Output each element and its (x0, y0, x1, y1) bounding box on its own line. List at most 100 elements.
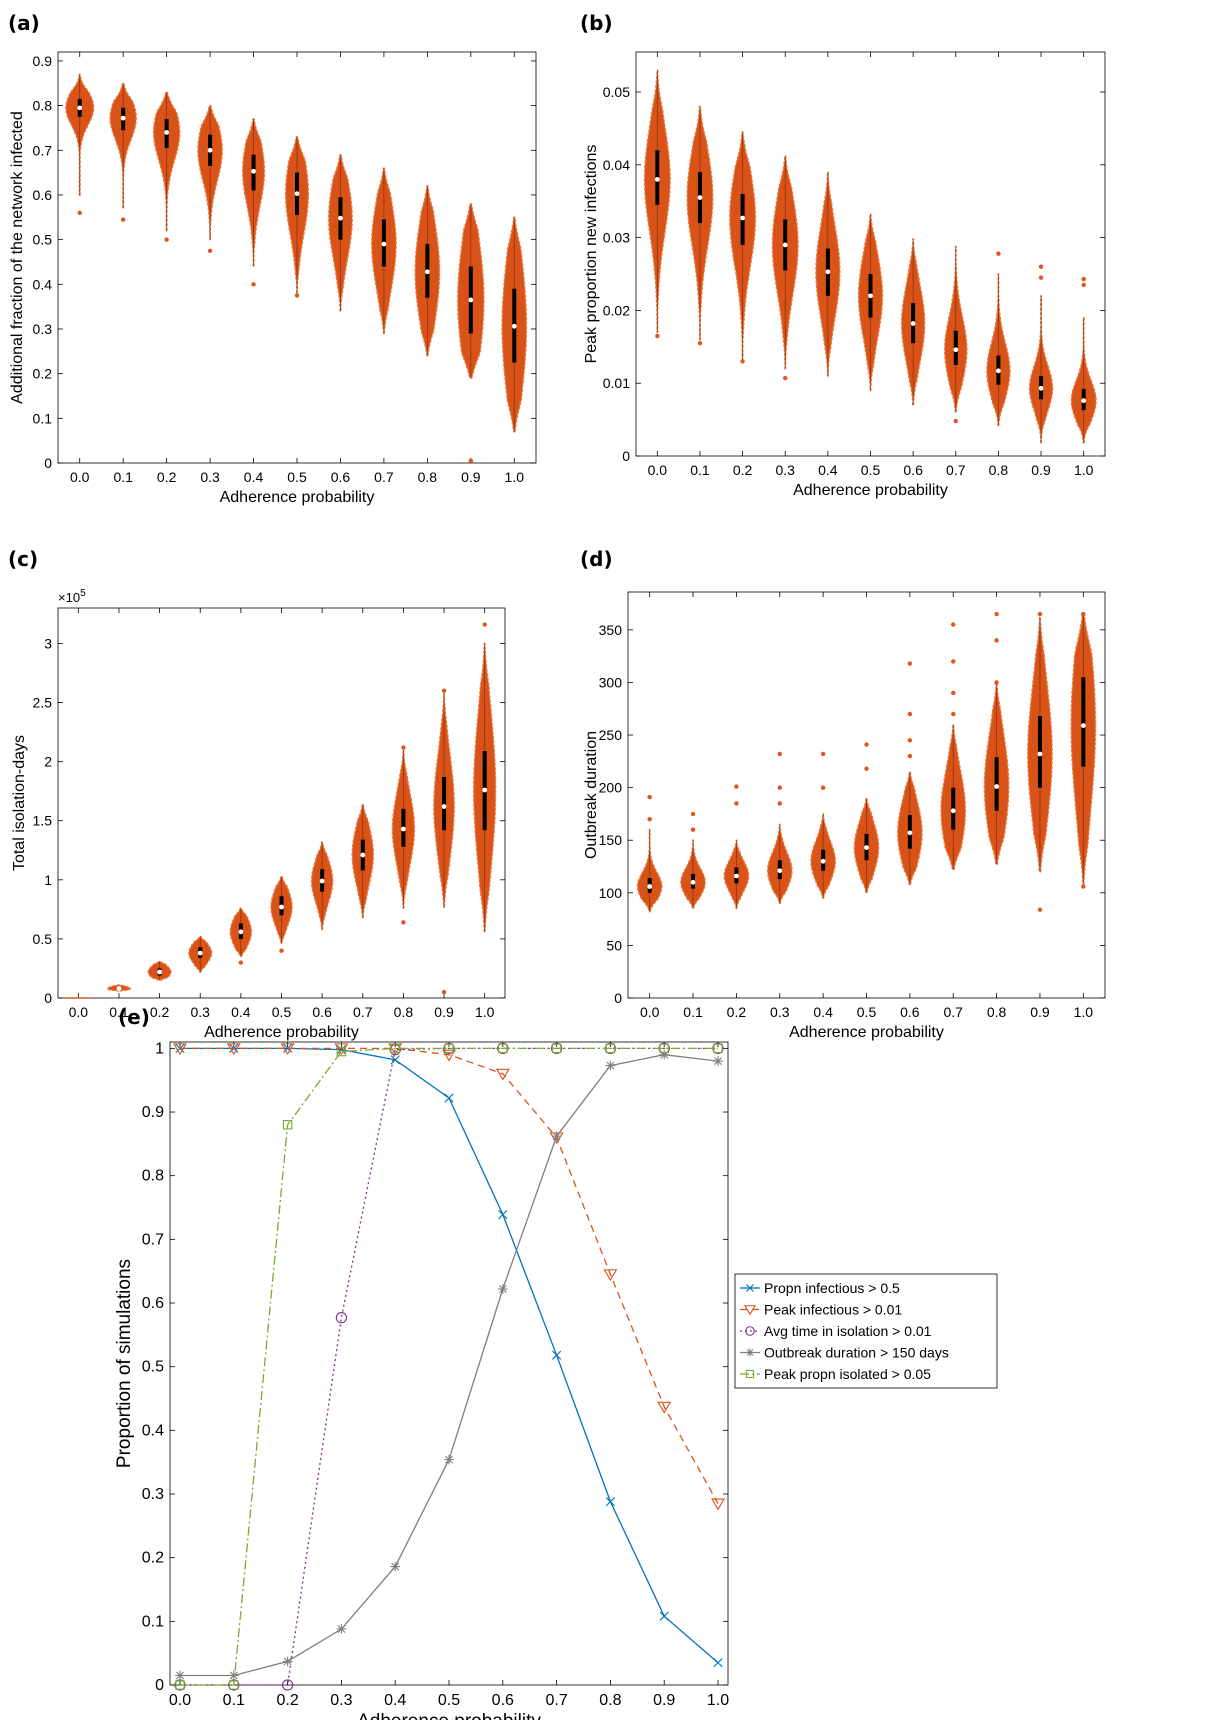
outlier-point (907, 661, 913, 666)
y-tick-label-d: 150 (599, 832, 623, 848)
violin-d-10 (1070, 611, 1097, 889)
violin-b-0 (643, 69, 671, 339)
series-4 (175, 1043, 723, 1690)
x-tick-label-c: 0.8 (394, 1004, 414, 1020)
outlier-point (951, 711, 956, 717)
violin-median (734, 873, 739, 879)
outlier-point (1037, 907, 1043, 912)
data-point (280, 1043, 295, 1056)
y-tick-label-b: 0 (622, 448, 630, 464)
violin-median (468, 297, 474, 303)
violin-median (424, 269, 430, 275)
panel-e: (e) 0 0.1 0.2 0.3 0.4 0.5 0.6 0.7 0.8 0.9 1 0.0 0.1 0.… (114, 1005, 998, 1720)
violin-b-5 (857, 213, 884, 392)
violin-median (360, 852, 366, 858)
x-tick-label-d: 0.4 (813, 1004, 833, 1020)
legend-box (734, 1273, 998, 1389)
data-point (444, 1093, 454, 1103)
data-point (659, 1043, 669, 1054)
violin-d-5 (853, 742, 880, 894)
violin-median (953, 347, 959, 353)
data-point (552, 1350, 562, 1360)
violin-iqr-box (1081, 677, 1086, 767)
violin-a-5 (285, 136, 309, 298)
data-point (335, 1312, 348, 1324)
violin-median (994, 784, 999, 789)
violin-median (950, 808, 956, 814)
outlier-point (783, 375, 788, 381)
violin-iqr-box (994, 757, 999, 811)
violin-median (907, 830, 913, 836)
x-tick-label-b: 0.7 (946, 462, 966, 478)
data-point (229, 1680, 239, 1690)
data-point (498, 1209, 508, 1220)
panel-a: (a) 0 0.1 0.2 0.3 0.4 0.5 0.6 0.7 0.8 0.9 0.0 0.1 0.2… (8, 11, 537, 506)
y-tick-label-c: 0.5 (33, 931, 53, 947)
violin-median (1038, 385, 1044, 391)
data-point (551, 1131, 562, 1142)
outlier-point (907, 738, 913, 743)
x-tick-label-a: 1.0 (505, 469, 525, 485)
outlier-point (953, 418, 958, 424)
outlier-point (1037, 611, 1043, 617)
legend-entry: Peak propn isolated > 0.05 (764, 1366, 931, 1382)
data-point (498, 1284, 508, 1294)
outlier-point (1081, 282, 1086, 288)
violin-median (319, 878, 325, 884)
y-tick-label-d: 250 (599, 727, 623, 743)
violin-c-2 (147, 960, 172, 981)
y-axis-label-d: Outbreak duration (583, 731, 600, 859)
data-point (444, 1043, 454, 1054)
y-tick-label-c: 1.5 (33, 813, 53, 829)
outlier-point (238, 960, 244, 965)
y-tick-label-b: 0.02 (603, 302, 630, 318)
x-tick-label-d: 0.9 (1030, 1004, 1050, 1020)
data-point (226, 1043, 241, 1056)
violin-c-6 (310, 841, 334, 931)
x-tick-label-e: 0.1 (223, 1692, 245, 1709)
violin-c-3 (188, 935, 213, 973)
x-tick-label-a: 0.8 (418, 469, 438, 485)
violin-median (251, 168, 256, 174)
outlier-point (697, 340, 703, 346)
x-tick-label-c: 0.9 (434, 1004, 454, 1020)
data-point (605, 1060, 616, 1071)
x-tick-label-c: 0.6 (312, 1004, 332, 1020)
data-point (283, 1043, 293, 1053)
violin-median (279, 904, 284, 910)
data-point (745, 1326, 755, 1336)
x-tick-label-e: 0.0 (169, 1692, 191, 1709)
violin-a-3 (197, 104, 223, 253)
outlier-point (279, 948, 284, 953)
violin-median (996, 368, 1001, 374)
data-point (282, 1120, 293, 1130)
violin-median (1080, 723, 1086, 728)
y-axis-label-b: Peak proportion new infections (583, 145, 600, 364)
violin-d-8 (983, 611, 1010, 866)
y-tick-label-a: 0.7 (33, 142, 53, 158)
outlier-point (777, 785, 782, 790)
data-point (442, 1049, 456, 1062)
legend-entry: Outbreak duration > 150 days (764, 1345, 949, 1361)
panel-d: (d) 0 50 100 150 200 250 300 350 0.0 0.1 0.2 0.3 0.4 0… (580, 547, 1106, 1041)
y-tick-label-a: 0.6 (33, 187, 53, 203)
violin-median (690, 879, 696, 885)
violin-median (825, 269, 831, 275)
x-tick-label-d: 0.5 (857, 1004, 877, 1020)
data-point (713, 1043, 723, 1054)
violin-median (401, 826, 406, 832)
y-tick-label-a: 0.1 (33, 410, 53, 426)
x-tick-label-b: 0.9 (1031, 462, 1051, 478)
outlier-point (1081, 276, 1086, 282)
violin-median (441, 804, 447, 809)
y-tick-label-e: 0.7 (142, 1231, 164, 1248)
x-tick-label-d: 0.3 (770, 1004, 790, 1020)
legend-entry: Peak infectious > 0.01 (764, 1302, 902, 1318)
violin-c-10 (473, 622, 497, 933)
y-tick-label-a: 0.3 (33, 321, 53, 337)
x-tick-label-a: 0.2 (157, 469, 177, 485)
data-point (281, 1679, 294, 1691)
violin-a-4 (242, 118, 266, 287)
violin-b-7 (943, 245, 968, 424)
violin-c-4 (229, 907, 253, 965)
